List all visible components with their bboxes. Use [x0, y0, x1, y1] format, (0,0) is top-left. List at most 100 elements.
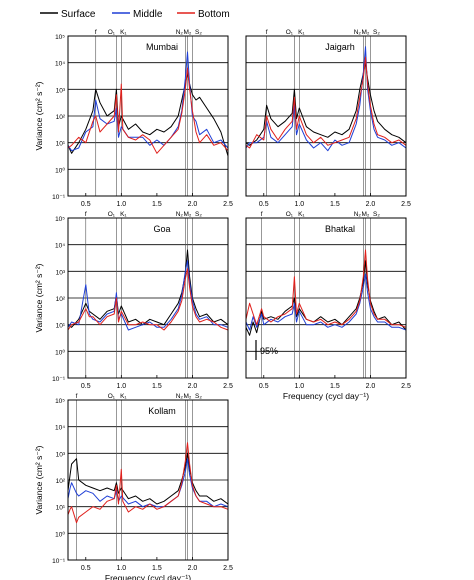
- tidal-label: f: [95, 29, 97, 36]
- tidal-label: f: [85, 211, 87, 218]
- y-tick-label: 10²: [56, 478, 66, 485]
- y-tick-label: 10⁵: [55, 398, 65, 405]
- series-surface: [67, 249, 229, 328]
- tidal-label: S₂: [195, 393, 202, 400]
- plot-frame: [245, 35, 407, 197]
- x-tick-label: 1.5: [330, 383, 340, 390]
- tidal-label: S₂: [195, 211, 202, 218]
- y-tick-label: 10²: [56, 114, 66, 121]
- x-tick-label: 1.0: [294, 383, 304, 390]
- x-tick-label: 1.5: [152, 565, 162, 572]
- series-middle: [67, 260, 229, 331]
- tidal-label: N₂: [176, 29, 184, 36]
- series-surface: [67, 452, 229, 505]
- tidal-label: S₂: [373, 29, 380, 36]
- station-title: Goa: [153, 224, 170, 234]
- x-tick-label: 2.0: [188, 201, 198, 208]
- series-middle: [245, 46, 407, 152]
- tidal-label: f: [266, 29, 268, 36]
- x-tick-label: 2.5: [223, 383, 233, 390]
- x-tick-label: 0.5: [81, 383, 91, 390]
- tidal-label: S₂: [373, 211, 380, 218]
- series-surface: [67, 72, 229, 157]
- panel-goa: f O₁ K₁ N₂ M₂ S₂ Goa 0.5 1.0 1.5 2.0 2.5 10⁻¹ 10⁰ 10¹ 1…: [34, 211, 233, 390]
- y-tick-label: 10⁰: [55, 348, 65, 356]
- tidal-label: N₂: [354, 211, 362, 218]
- tidal-label: K₁: [298, 29, 305, 36]
- tidal-label: M₂: [183, 211, 191, 218]
- y-tick-label: 10⁻¹: [52, 376, 66, 383]
- x-tick-label: 2.0: [188, 565, 198, 572]
- tidal-label: K₁: [120, 211, 127, 218]
- panel-jaigarh: f O₁ K₁ N₂ M₂ S₂ Jaigarh 0.5 1.0 1.5 2.0 2.5: [245, 29, 411, 208]
- series-middle: [245, 273, 407, 331]
- tidal-label: O₁: [108, 29, 116, 36]
- y-tick-label: 10⁰: [55, 530, 65, 538]
- y-tick-label: 10⁴: [55, 425, 65, 432]
- series-bottom: [245, 56, 407, 149]
- x-tick-label: 2.0: [188, 383, 198, 390]
- station-title: Bhatkal: [325, 224, 355, 234]
- x-axis-label: Frequency (cycl day⁻¹): [105, 573, 191, 580]
- y-tick-label: 10¹: [56, 505, 66, 512]
- y-tick-label: 10³: [56, 87, 66, 94]
- panel-mumbai: f O₁ K₁ N₂ M₂ S₂ Mumbai 0.5 1.0 1.5 2.0 2.5 10⁻¹ 10⁰ 1…: [34, 29, 233, 208]
- x-tick-label: 2.5: [401, 383, 411, 390]
- station-title: Kollam: [148, 406, 176, 416]
- legend-label: Surface: [61, 9, 96, 20]
- plot-frame: [245, 217, 407, 379]
- y-axis-label: Variance (cm² s⁻²): [34, 445, 44, 514]
- x-tick-label: 2.0: [366, 383, 376, 390]
- x-tick-label: 0.5: [81, 201, 91, 208]
- x-tick-label: 0.5: [81, 565, 91, 572]
- x-tick-label: 2.5: [223, 201, 233, 208]
- x-tick-label: 2.0: [366, 201, 376, 208]
- y-tick-label: 10¹: [56, 141, 66, 148]
- tidal-label: O₁: [286, 29, 294, 36]
- legend-item-bottom: Bottom: [177, 9, 230, 20]
- tidal-label: K₁: [120, 29, 127, 36]
- station-title: Mumbai: [146, 42, 178, 52]
- plot-frame: [67, 35, 229, 197]
- x-tick-label: 1.0: [116, 565, 126, 572]
- y-tick-label: 10⁴: [55, 61, 65, 68]
- legend: Surface Middle Bottom: [40, 9, 230, 20]
- series-surface: [245, 260, 407, 336]
- x-axis-label: Frequency (cycl day⁻¹): [283, 391, 369, 401]
- y-axis-label: Variance (cm² s⁻²): [34, 263, 44, 332]
- x-tick-label: 1.5: [152, 201, 162, 208]
- tidal-label: K₁: [120, 393, 127, 400]
- y-tick-label: 10⁻¹: [52, 194, 66, 201]
- x-tick-label: 1.0: [116, 383, 126, 390]
- tidal-label: M₂: [183, 29, 191, 36]
- y-axis-label: Variance (cm² s⁻²): [34, 81, 44, 150]
- y-tick-label: 10⁻¹: [52, 558, 66, 565]
- series-middle: [67, 51, 229, 152]
- series-bottom: [245, 249, 407, 328]
- y-tick-label: 10³: [56, 269, 66, 276]
- y-tick-label: 10⁵: [55, 216, 65, 223]
- x-tick-label: 1.5: [330, 201, 340, 208]
- panel-bhatkal: f O₁ K₁ N₂ M₂ S₂ Bhatkal 0.5 1.0 1.5 2.0 2.5 Frequen…: [245, 211, 411, 401]
- tidal-label: f: [76, 393, 78, 400]
- x-tick-label: 1.5: [152, 383, 162, 390]
- y-tick-label: 10⁰: [55, 166, 65, 174]
- x-tick-label: 0.5: [259, 383, 269, 390]
- tidal-label: N₂: [176, 393, 184, 400]
- y-tick-label: 10⁵: [55, 34, 65, 41]
- tidal-label: N₂: [176, 211, 184, 218]
- station-title: Jaigarh: [325, 42, 355, 52]
- plot-frame: [67, 399, 229, 561]
- tidal-label: O₁: [108, 211, 116, 218]
- confidence-label: 95%: [260, 346, 278, 356]
- tidal-label: O₁: [108, 393, 116, 400]
- tidal-label: M₂: [183, 393, 191, 400]
- y-tick-label: 10³: [56, 451, 66, 458]
- legend-item-surface: Surface: [40, 9, 96, 20]
- y-tick-label: 10⁴: [55, 243, 65, 250]
- series-bottom: [67, 268, 229, 331]
- x-tick-label: 1.0: [116, 201, 126, 208]
- series-surface: [245, 62, 407, 146]
- legend-label: Middle: [133, 9, 163, 20]
- x-tick-label: 0.5: [259, 201, 269, 208]
